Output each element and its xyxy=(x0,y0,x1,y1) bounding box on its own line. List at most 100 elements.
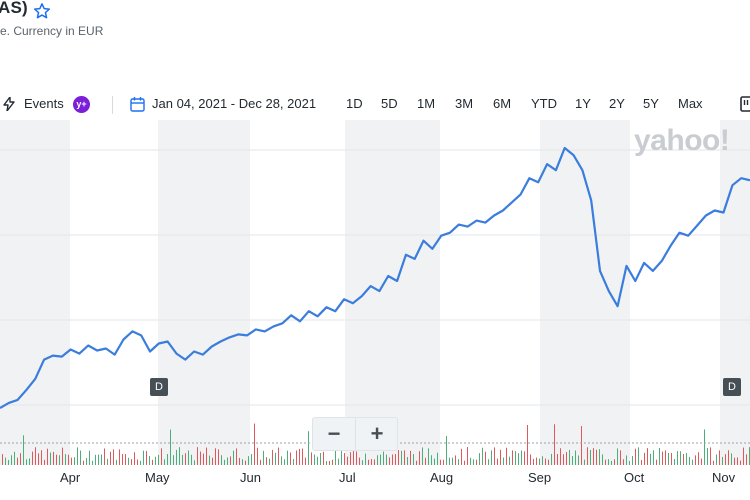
volume-bar xyxy=(638,447,639,465)
volume-bar xyxy=(539,458,540,465)
lightning-icon[interactable] xyxy=(3,97,15,111)
events-button[interactable]: Events xyxy=(24,96,64,111)
range-max-button[interactable]: Max xyxy=(678,96,703,111)
volume-bar xyxy=(674,459,675,465)
price-chart[interactable] xyxy=(0,120,750,465)
volume-bar xyxy=(2,454,3,465)
volume-bar xyxy=(269,458,270,465)
volume-bar xyxy=(185,453,186,465)
volume-bar xyxy=(383,451,384,465)
calendar-icon[interactable] xyxy=(130,96,145,112)
volume-bar xyxy=(59,455,60,465)
range-3m-button[interactable]: 3M xyxy=(455,96,474,111)
volume-bar xyxy=(173,455,174,465)
volume-bar xyxy=(701,458,702,465)
volume-bar xyxy=(140,460,141,465)
month-band xyxy=(0,120,70,465)
volume-bar xyxy=(14,451,15,465)
volume-bar xyxy=(608,459,609,465)
volume-bar xyxy=(20,453,21,465)
volume-bar xyxy=(227,457,228,465)
range-5y-button[interactable]: 5Y xyxy=(643,96,659,111)
volume-bar xyxy=(389,457,390,465)
volume-bar xyxy=(254,423,255,465)
volume-bar xyxy=(692,459,693,465)
volume-bar xyxy=(509,456,510,465)
volume-bar xyxy=(29,458,30,465)
volume-bar xyxy=(536,457,537,465)
volume-bar xyxy=(11,455,12,465)
volume-bar xyxy=(263,450,264,465)
volume-bar xyxy=(410,450,411,465)
volume-bar xyxy=(131,459,132,465)
volume-bar xyxy=(617,448,618,465)
volume-bar xyxy=(548,459,549,465)
volume-bar xyxy=(689,456,690,465)
volume-bar xyxy=(113,449,114,465)
volume-bar xyxy=(428,448,429,465)
volume-bar xyxy=(704,429,705,465)
volume-bar xyxy=(602,454,603,465)
price-line xyxy=(0,146,750,409)
range-1m-button[interactable]: 1M xyxy=(417,96,436,111)
yahoo-watermark: yahoo! xyxy=(634,124,730,157)
volume-bar xyxy=(176,449,177,465)
volume-bar xyxy=(272,449,273,465)
toolbar-divider xyxy=(112,96,113,114)
x-tick-label: Aug xyxy=(430,470,454,485)
range-2y-button[interactable]: 2Y xyxy=(609,96,625,111)
watchlist-star-icon[interactable] xyxy=(33,2,51,20)
range-5d-button[interactable]: 5D xyxy=(381,96,398,111)
volume-bar xyxy=(680,451,681,465)
grid-lines xyxy=(0,149,750,406)
volume-bar xyxy=(233,450,234,465)
volume-bar xyxy=(44,459,45,465)
range-6m-button[interactable]: 6M xyxy=(493,96,512,111)
volume-bar xyxy=(299,448,300,465)
volume-bar xyxy=(626,455,627,465)
volume-bar xyxy=(236,448,237,465)
date-range-picker[interactable]: Jan 04, 2021 - Dec 28, 2021 xyxy=(152,96,317,111)
volume-bar xyxy=(143,450,144,465)
volume-bar xyxy=(533,458,534,465)
volume-bar xyxy=(482,447,483,465)
volume-zoom-control: − + xyxy=(312,417,398,451)
zoom-in-button[interactable]: + xyxy=(355,418,398,450)
zoom-out-button[interactable]: − xyxy=(327,421,341,446)
volume-bar xyxy=(479,453,480,465)
volume-bar xyxy=(191,454,192,465)
volume-bar xyxy=(38,453,39,465)
volume-bar xyxy=(461,448,462,465)
volume-bar xyxy=(623,459,624,465)
range-1d-button[interactable]: 1D xyxy=(346,96,363,111)
volume-bar xyxy=(590,449,591,465)
dividend-badge[interactable]: D xyxy=(723,378,741,396)
volume-bar xyxy=(116,459,117,465)
volume-bar xyxy=(95,454,96,465)
dividend-badge[interactable]: D xyxy=(150,378,168,396)
volume-bar xyxy=(506,447,507,465)
volume-bar xyxy=(320,453,321,465)
volume-bar xyxy=(242,459,243,465)
volume-bar xyxy=(83,460,84,465)
volume-bar xyxy=(491,450,492,465)
range-ytd-button[interactable]: YTD xyxy=(531,96,557,111)
volume-bar xyxy=(275,452,276,465)
volume-bar xyxy=(158,454,159,465)
volume-bar xyxy=(629,460,630,465)
range-1y-button[interactable]: 1Y xyxy=(575,96,591,111)
volume-bar xyxy=(743,447,744,465)
x-tick-label: Oct xyxy=(624,470,645,485)
volume-bar xyxy=(182,454,183,465)
volume-bar xyxy=(569,449,570,465)
volume-bar xyxy=(65,454,66,465)
volume-bar xyxy=(635,448,636,465)
chart-settings-icon[interactable] xyxy=(740,96,750,112)
volume-bar xyxy=(374,459,375,465)
volume-bar xyxy=(476,459,477,465)
premium-badge: y+ xyxy=(73,96,90,113)
volume-bar xyxy=(98,454,99,465)
volume-bar xyxy=(50,452,51,465)
volume-bar xyxy=(317,456,318,465)
x-tick-label: Sep xyxy=(528,470,552,485)
